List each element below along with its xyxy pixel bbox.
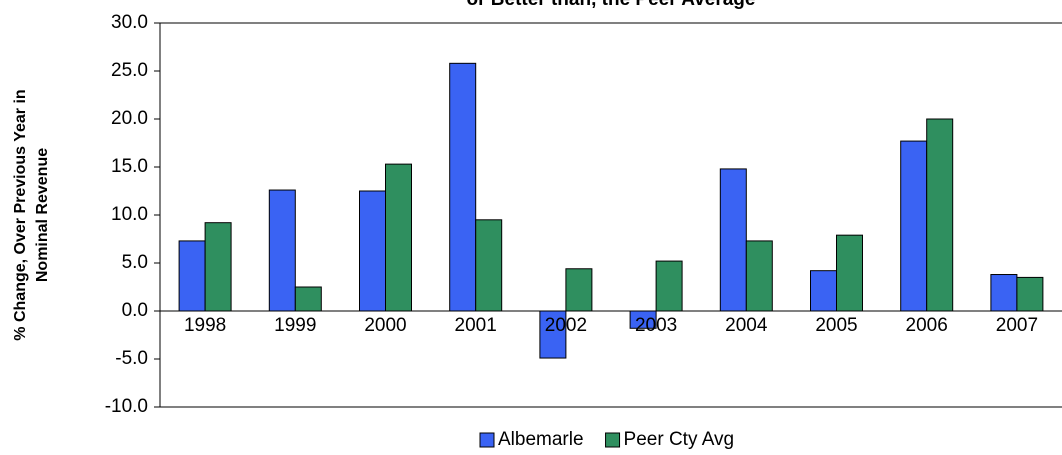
legend-swatch — [479, 432, 495, 448]
chart-title: or Better than, the Peer Average — [467, 0, 756, 10]
bar — [745, 240, 773, 312]
bar — [539, 310, 567, 359]
x-tick-label: 2005 — [815, 315, 857, 336]
x-tick-label: 1999 — [274, 315, 316, 336]
bar — [1016, 276, 1044, 312]
bar — [990, 274, 1018, 312]
bar — [810, 270, 837, 312]
y-tick-label: -5.0 — [115, 348, 148, 369]
legend-label: Albemarle — [498, 429, 584, 450]
x-tick-label: 2007 — [996, 315, 1038, 336]
y-axis-label: % Change, Over Previous Year in Nominal … — [12, 89, 51, 340]
bar — [836, 234, 863, 312]
x-tick-label: 1998 — [184, 315, 226, 336]
y-tick-label: 30.0 — [111, 12, 148, 33]
bar — [178, 240, 206, 312]
bar — [385, 163, 412, 312]
bar — [926, 118, 954, 312]
x-tick-label: 2002 — [545, 315, 587, 336]
y-tick-label: 25.0 — [111, 60, 148, 81]
y-axis-label-line: % Change, Over Previous Year in — [12, 89, 29, 340]
legend-swatch — [605, 432, 621, 448]
bar — [719, 168, 747, 312]
legend-label: Peer Cty Avg — [624, 429, 735, 450]
y-tick-label: 15.0 — [111, 156, 148, 177]
bar — [449, 62, 477, 312]
bar — [655, 260, 683, 312]
y-tick-label: 5.0 — [122, 252, 148, 273]
bar — [565, 268, 593, 312]
y-tick-label: 0.0 — [122, 300, 148, 321]
bar — [268, 189, 296, 312]
x-tick-label: 2006 — [906, 315, 948, 336]
x-tick-label: 2003 — [635, 315, 677, 336]
y-tick-label: 10.0 — [111, 204, 148, 225]
bar — [900, 140, 928, 312]
bar — [204, 222, 232, 312]
bar — [475, 219, 503, 312]
x-tick-label: 2004 — [725, 315, 768, 336]
x-tick-label: 2000 — [364, 315, 406, 336]
y-tick-label: 20.0 — [111, 108, 148, 129]
x-tick-label: 2001 — [455, 315, 497, 336]
y-tick-label: -10.0 — [105, 396, 148, 417]
y-axis-label-line: Nominal Revenue — [34, 148, 51, 282]
bar — [294, 286, 322, 312]
bar — [359, 190, 386, 312]
